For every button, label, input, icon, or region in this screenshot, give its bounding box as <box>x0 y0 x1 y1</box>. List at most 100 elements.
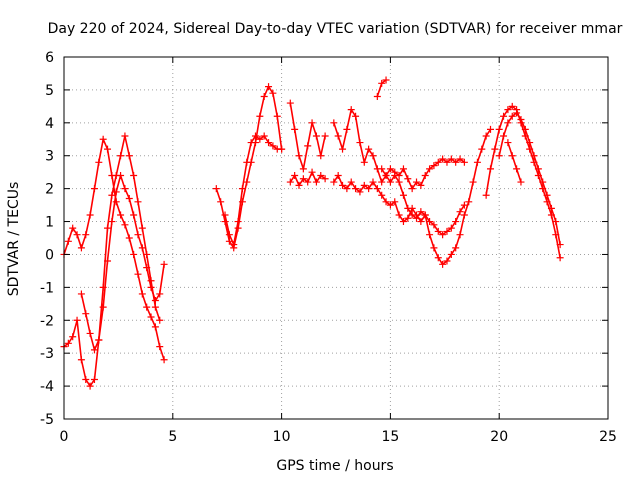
data-point <box>534 165 542 173</box>
data-point <box>399 165 407 173</box>
data-point <box>395 178 403 186</box>
series-line <box>333 128 492 266</box>
x-tick-label: 20 <box>490 429 508 445</box>
data-point <box>386 178 394 186</box>
data-point <box>352 112 360 120</box>
data-point <box>312 132 320 140</box>
data-point <box>130 211 138 219</box>
data-point <box>99 303 107 311</box>
data-point <box>399 218 407 226</box>
data-point <box>265 83 273 91</box>
data-point <box>452 158 460 166</box>
data-point <box>530 152 538 160</box>
data-point <box>217 198 225 206</box>
data-point <box>147 283 155 291</box>
data-point <box>556 254 564 262</box>
data-point <box>443 257 451 265</box>
data-point <box>439 231 447 239</box>
data-point <box>504 106 512 114</box>
data-point <box>447 155 455 163</box>
data-point <box>378 79 386 87</box>
data-point <box>260 132 268 140</box>
data-point <box>317 171 325 179</box>
data-point <box>386 165 394 173</box>
data-point <box>77 244 85 252</box>
data-point <box>426 218 434 226</box>
data-point <box>421 211 429 219</box>
data-point <box>134 231 142 239</box>
data-point <box>308 119 316 127</box>
data-point <box>104 224 112 232</box>
data-point <box>234 218 242 226</box>
data-point <box>69 224 77 232</box>
data-point <box>151 303 159 311</box>
data-point <box>138 290 146 298</box>
data-point <box>134 270 142 278</box>
data-point <box>260 92 268 100</box>
y-tick-label: -5 <box>40 412 54 428</box>
series-trace-e <box>221 132 286 249</box>
data-point <box>156 290 164 298</box>
data-point <box>134 198 142 206</box>
data-point <box>408 211 416 219</box>
data-point <box>495 152 503 160</box>
data-point <box>77 290 85 298</box>
data-point <box>360 181 368 189</box>
data-point <box>508 102 516 110</box>
y-axis-label: SDTVAR / TECUs <box>6 182 22 297</box>
data-point <box>304 178 312 186</box>
data-point <box>343 125 351 133</box>
data-point <box>221 218 229 226</box>
data-point <box>456 208 464 216</box>
data-point <box>286 99 294 107</box>
data-point <box>508 152 516 160</box>
data-point <box>138 224 146 232</box>
data-point <box>151 297 159 305</box>
data-point <box>156 316 164 324</box>
data-point <box>286 178 294 186</box>
data-point <box>369 178 377 186</box>
data-point <box>504 139 512 147</box>
data-point <box>256 112 264 120</box>
data-point <box>500 132 508 140</box>
data-point <box>391 198 399 206</box>
data-point <box>430 162 438 170</box>
data-point <box>439 155 447 163</box>
data-point <box>243 178 251 186</box>
data-point <box>382 171 390 179</box>
data-point <box>299 175 307 183</box>
data-point <box>486 125 494 133</box>
data-point <box>339 145 347 153</box>
data-point <box>417 218 425 226</box>
data-point <box>343 185 351 193</box>
data-point <box>386 201 394 209</box>
series-trace-j <box>378 165 468 239</box>
data-point <box>95 158 103 166</box>
data-point <box>108 191 116 199</box>
data-point <box>430 244 438 252</box>
data-point <box>130 171 138 179</box>
data-point <box>151 323 159 331</box>
data-point <box>456 231 464 239</box>
data-point <box>552 218 560 226</box>
y-tick-label: -3 <box>40 346 54 362</box>
data-point <box>482 191 490 199</box>
data-point <box>426 231 434 239</box>
data-point <box>312 178 320 186</box>
data-point <box>125 195 133 203</box>
data-point <box>121 132 129 140</box>
series-line <box>507 142 522 183</box>
data-point <box>247 139 255 147</box>
data-point <box>121 185 129 193</box>
data-point <box>125 234 133 242</box>
data-point <box>417 208 425 216</box>
data-point <box>352 185 360 193</box>
series-line <box>215 84 283 250</box>
data-point <box>95 336 103 344</box>
data-point <box>334 171 342 179</box>
data-point <box>295 152 303 160</box>
data-point <box>112 198 120 206</box>
data-point <box>256 135 264 143</box>
y-tick-label: 4 <box>45 116 54 132</box>
